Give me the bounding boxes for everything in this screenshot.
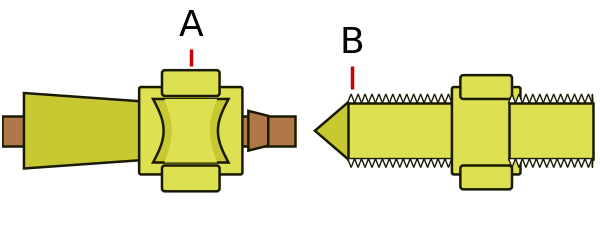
Polygon shape (431, 94, 438, 103)
Polygon shape (445, 159, 452, 168)
Polygon shape (355, 159, 362, 168)
Polygon shape (557, 159, 564, 168)
Polygon shape (452, 94, 459, 103)
Polygon shape (571, 94, 578, 103)
Polygon shape (543, 94, 550, 103)
Polygon shape (389, 94, 397, 103)
Polygon shape (578, 159, 585, 168)
FancyBboxPatch shape (460, 165, 512, 189)
Polygon shape (543, 159, 550, 168)
Polygon shape (592, 159, 593, 168)
Polygon shape (397, 159, 403, 168)
Polygon shape (362, 159, 368, 168)
Polygon shape (248, 111, 268, 151)
Polygon shape (376, 94, 382, 103)
Polygon shape (445, 94, 452, 103)
Polygon shape (509, 159, 515, 168)
Polygon shape (523, 159, 529, 168)
Bar (509, 103, 593, 159)
Polygon shape (578, 94, 585, 103)
Polygon shape (509, 94, 515, 103)
Polygon shape (403, 159, 410, 168)
Polygon shape (536, 159, 543, 168)
Polygon shape (24, 93, 164, 169)
Polygon shape (315, 101, 350, 160)
Polygon shape (347, 94, 355, 103)
Polygon shape (557, 94, 564, 103)
Text: B: B (340, 26, 364, 60)
Polygon shape (515, 159, 523, 168)
Polygon shape (459, 159, 464, 168)
Bar (2, 116, 295, 146)
Polygon shape (424, 159, 431, 168)
Polygon shape (417, 159, 424, 168)
Polygon shape (536, 94, 543, 103)
Polygon shape (355, 94, 362, 103)
Polygon shape (438, 159, 445, 168)
Text: A: A (178, 9, 203, 43)
Polygon shape (382, 94, 389, 103)
FancyBboxPatch shape (162, 70, 220, 96)
Polygon shape (382, 159, 389, 168)
Polygon shape (368, 159, 376, 168)
FancyBboxPatch shape (460, 75, 512, 99)
Polygon shape (585, 94, 592, 103)
Polygon shape (417, 94, 424, 103)
Polygon shape (431, 159, 438, 168)
FancyBboxPatch shape (162, 165, 220, 191)
Polygon shape (523, 94, 529, 103)
Polygon shape (389, 159, 397, 168)
Bar (347, 103, 464, 159)
Polygon shape (362, 94, 368, 103)
Polygon shape (397, 94, 403, 103)
Polygon shape (410, 159, 417, 168)
Polygon shape (571, 159, 578, 168)
Polygon shape (438, 94, 445, 103)
Polygon shape (164, 99, 217, 163)
Polygon shape (459, 94, 464, 103)
Polygon shape (403, 94, 410, 103)
Polygon shape (368, 94, 376, 103)
Polygon shape (592, 94, 593, 103)
Polygon shape (564, 94, 571, 103)
Polygon shape (347, 159, 355, 168)
Polygon shape (529, 159, 536, 168)
Polygon shape (550, 94, 557, 103)
Polygon shape (424, 94, 431, 103)
Polygon shape (410, 94, 417, 103)
Polygon shape (452, 159, 459, 168)
Polygon shape (529, 94, 536, 103)
Polygon shape (564, 159, 571, 168)
Polygon shape (515, 94, 523, 103)
Polygon shape (585, 159, 592, 168)
FancyBboxPatch shape (452, 87, 520, 174)
Polygon shape (550, 159, 557, 168)
Polygon shape (153, 99, 229, 163)
Polygon shape (376, 159, 382, 168)
FancyBboxPatch shape (139, 87, 242, 174)
